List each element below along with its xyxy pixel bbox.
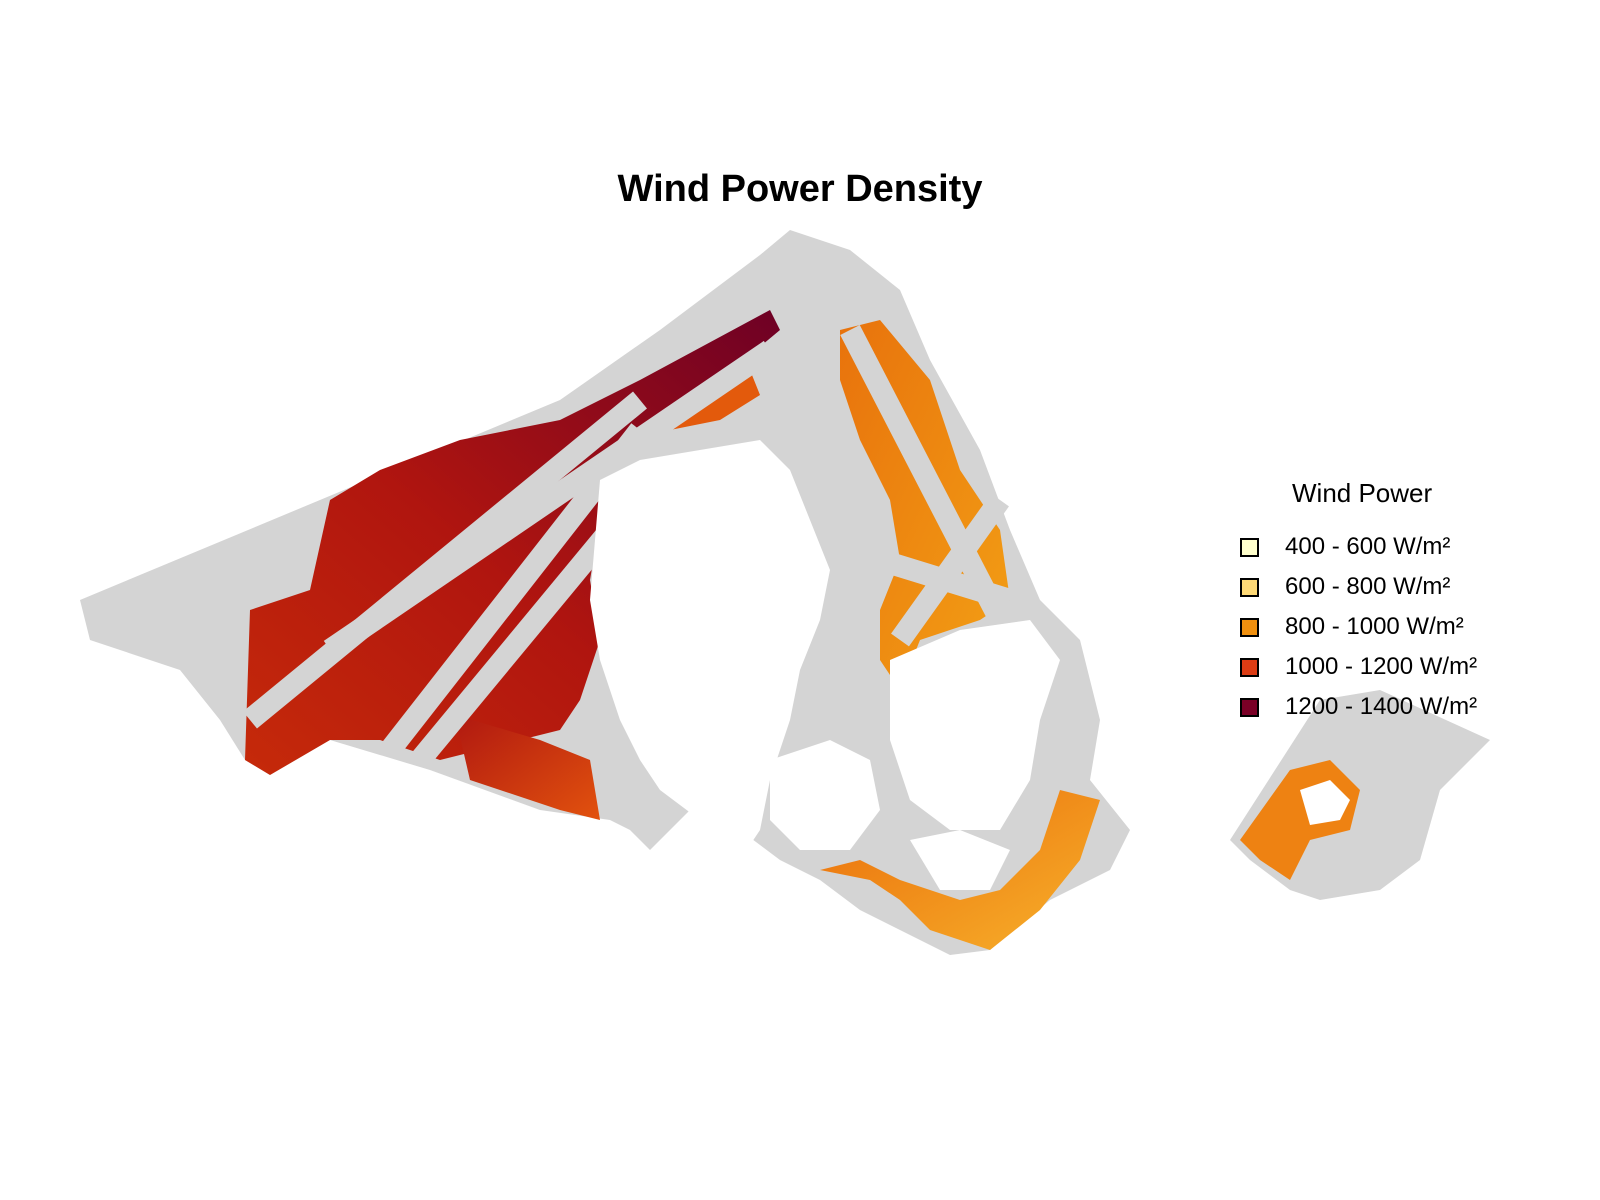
map-title: Wind Power Density (617, 168, 983, 210)
legend-swatch (1240, 657, 1259, 677)
legend: Wind Power 400 - 600 W/m² 600 - 800 W/m²… (1240, 478, 1540, 727)
land-jutland (590, 440, 830, 860)
legend-swatch (1240, 577, 1259, 597)
legend-label: 400 - 600 W/m² (1285, 533, 1451, 560)
land-bornholm (1300, 780, 1350, 825)
land-funen (770, 740, 880, 850)
land-lolland-falster (910, 830, 1010, 890)
wind-zone-baltic (820, 790, 1100, 950)
legend-label: 600 - 800 W/m² (1285, 573, 1451, 600)
legend-label: 1200 - 1400 W/m² (1285, 693, 1478, 720)
legend-item-400-600: 400 - 600 W/m² (1240, 527, 1540, 567)
legend-swatch (1240, 697, 1259, 717)
legend-item-1200-1400: 1200 - 1400 W/m² (1240, 687, 1540, 727)
wind-zone-west-coast (455, 715, 600, 820)
legend-swatch (1240, 617, 1259, 637)
legend-title: Wind Power (1292, 478, 1433, 508)
legend-item-600-800: 600 - 800 W/m² (1240, 567, 1540, 607)
land-zealand (890, 620, 1060, 830)
shipping-corridors (243, 324, 1014, 768)
legend-item-800-1000: 800 - 1000 W/m² (1240, 607, 1540, 647)
legend-swatch (1240, 537, 1259, 557)
legend-item-1000-1200: 1000 - 1200 W/m² (1240, 647, 1540, 687)
legend-label: 800 - 1000 W/m² (1285, 613, 1464, 640)
legend-label: 1000 - 1200 W/m² (1285, 653, 1478, 680)
